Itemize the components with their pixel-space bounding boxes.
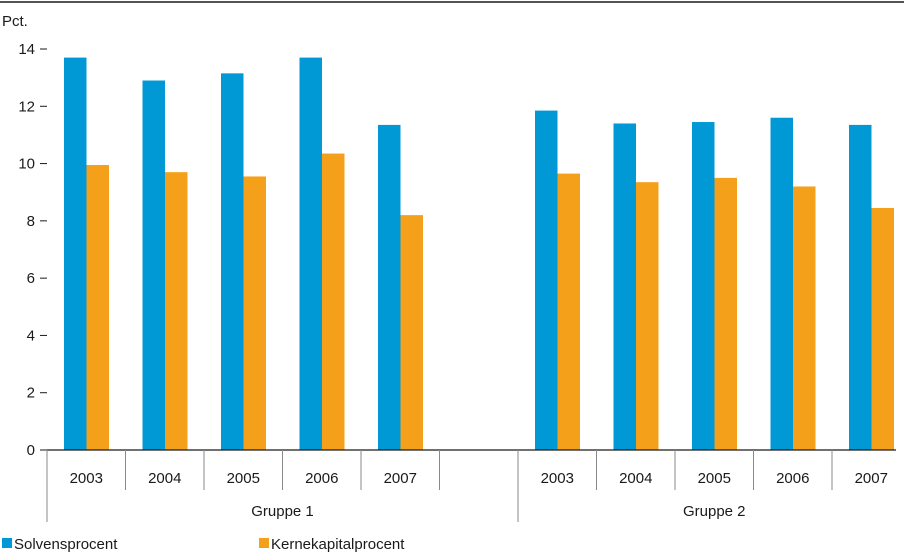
bar-kernekapitalprocent [636, 182, 659, 451]
bar-solvensprocent [613, 123, 636, 450]
legend-swatch [259, 538, 269, 548]
bar-kernekapitalprocent [322, 153, 345, 450]
legend: Solvensprocent Kernekapitalprocent [2, 536, 405, 553]
y-tick-label: 14 [18, 41, 35, 58]
y-tick-label: 8 [27, 213, 35, 230]
x-tick-label: 2007 [384, 470, 417, 487]
bar-kernekapitalprocent [793, 186, 816, 450]
bar-kernekapitalprocent [165, 172, 188, 450]
bar-solvensprocent [692, 122, 715, 451]
x-tick-label: 2003 [70, 470, 103, 487]
x-tick-label: 2006 [305, 470, 338, 487]
bar-solvensprocent [64, 57, 87, 450]
x-tick-label: 2004 [148, 470, 181, 487]
bar-kernekapitalprocent [714, 177, 737, 450]
group-label: Gruppe 2 [683, 503, 746, 520]
bar-solvensprocent [221, 73, 244, 450]
legend-label: Kernekapitalprocent [271, 536, 405, 553]
bar-solvensprocent [849, 124, 872, 451]
x-tick-label: 2004 [619, 470, 652, 487]
bar-kernekapitalprocent [871, 207, 894, 450]
bar-solvensprocent [535, 110, 558, 450]
x-axis: 2003 2004 2005 2006 2007 2003 2004 2005 2006 2007… [46, 449, 896, 522]
y-tick-label: 10 [18, 156, 35, 173]
y-axis: 0 2 4 6 8 10 12 14 [18, 41, 47, 459]
y-tick-label: 12 [18, 98, 35, 115]
y-tick-label: 0 [27, 442, 35, 459]
x-tick-label: 2003 [541, 470, 574, 487]
bar-solvensprocent [299, 57, 322, 450]
y-tick-label: 6 [27, 270, 35, 287]
bar-kernekapitalprocent [400, 215, 423, 450]
y-tick-label: 2 [27, 385, 35, 402]
x-tick-label: 2005 [227, 470, 260, 487]
bar-solvensprocent [142, 80, 165, 450]
bar-solvensprocent [378, 124, 401, 451]
y-unit-label: Pct. [2, 13, 28, 30]
x-tick-label: 2005 [698, 470, 731, 487]
bar-kernekapitalprocent [243, 176, 266, 451]
bars [64, 57, 894, 451]
x-tick-label: 2007 [855, 470, 888, 487]
legend-swatch [2, 538, 12, 548]
bar-kernekapitalprocent [86, 165, 109, 450]
y-tick-label: 4 [27, 327, 35, 344]
group-label: Gruppe 1 [251, 503, 314, 520]
x-tick-label: 2006 [776, 470, 809, 487]
bar-kernekapitalprocent [557, 173, 580, 450]
legend-label: Solvensprocent [14, 536, 118, 553]
bar-solvensprocent [770, 117, 793, 450]
